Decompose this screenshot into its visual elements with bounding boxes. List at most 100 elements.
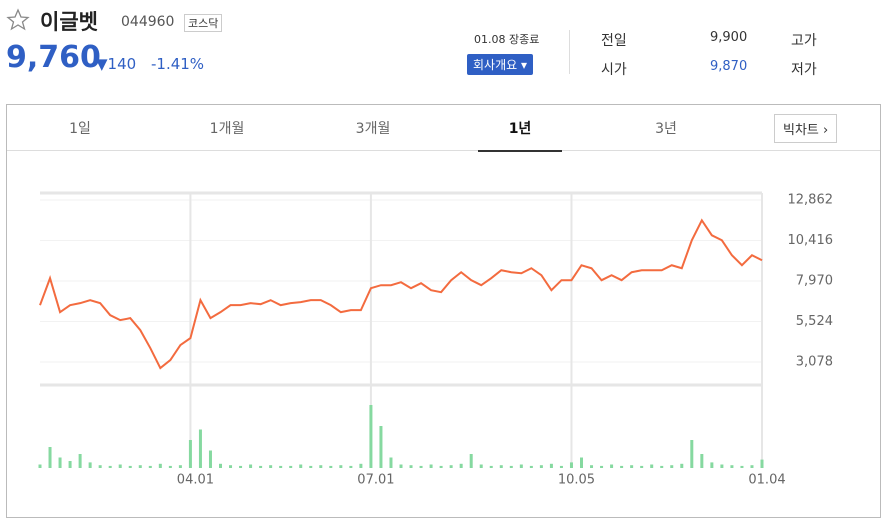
big-chart-button[interactable]: 빅차트 › (774, 114, 838, 143)
volume-bar (259, 465, 263, 468)
volume-bar (148, 465, 152, 468)
volume-bar (379, 426, 383, 468)
volume-bar (98, 465, 102, 468)
tab[interactable]: 1일 (69, 121, 91, 137)
big-chart-label: 빅차트 (783, 123, 819, 138)
volume-bar (720, 464, 724, 468)
tab[interactable]: 1개월 (209, 121, 245, 137)
volume-bar (168, 465, 172, 468)
price-line (39, 218, 763, 370)
volume-bar (549, 463, 553, 468)
tab-divider (7, 150, 880, 151)
stock-code: 044960 (121, 14, 175, 30)
volume-bar (178, 465, 182, 468)
volume-bar (118, 464, 122, 468)
info-label: 저가 (791, 62, 817, 78)
info-value: 9,870 (710, 59, 748, 74)
volume-bar (640, 465, 644, 468)
change: ▼140 (96, 55, 137, 73)
volume-bar (600, 465, 604, 468)
price: 9,760 (6, 40, 101, 75)
x-tick-label: 07.01 (357, 473, 394, 488)
volume-bar (208, 450, 212, 468)
stock-name: 이글벳 (40, 10, 98, 34)
volume-bar (459, 463, 463, 468)
change-rate: -1.41% (151, 55, 205, 73)
volume-bar (670, 465, 674, 468)
volume-bar (700, 454, 704, 468)
volume-bar (730, 465, 734, 468)
volume-bar (128, 465, 132, 468)
volume-bar (499, 465, 503, 468)
volume-bar (38, 464, 42, 468)
volume-bar (710, 462, 714, 468)
volume-bar (108, 465, 112, 468)
tab[interactable]: 3개월 (355, 121, 391, 137)
volume-bar (219, 463, 222, 468)
volume-bar (88, 462, 92, 468)
divider (569, 30, 570, 74)
volume-bar (269, 465, 273, 468)
company-button[interactable]: 회사개요 ▾ (467, 54, 534, 75)
volume-bar (509, 465, 513, 468)
market-badge: 코스닥 (184, 14, 223, 32)
volume-bar (309, 465, 313, 468)
volume-bar (539, 465, 543, 468)
change-value: 140 (107, 55, 137, 73)
tab[interactable]: 1년 (478, 118, 562, 152)
volume-bar (580, 457, 583, 468)
volume-bar (489, 465, 493, 468)
info-label: 시가 (601, 62, 627, 78)
volume-bar (58, 457, 62, 468)
y-tick-label: 7,970 (796, 274, 833, 289)
info-value: 9,900 (710, 30, 748, 45)
volume-bar (329, 465, 333, 468)
x-tick-label: 01.04 (748, 473, 785, 488)
volume-bar (479, 464, 483, 468)
volume-bar (409, 465, 413, 468)
y-tick-label: 12,862 (788, 192, 834, 207)
volume-bar (569, 462, 573, 468)
volume-bar (529, 465, 533, 468)
volume-bar (590, 465, 594, 468)
volume-bar (279, 465, 283, 468)
y-tick-label: 5,524 (796, 314, 833, 329)
volume-bar (449, 465, 453, 468)
volume-bar (48, 447, 52, 468)
volume-bar (78, 454, 82, 468)
volume-bar (419, 465, 423, 468)
volume-bar (289, 465, 293, 468)
volume-bar (439, 465, 443, 468)
volume-bar (660, 465, 664, 468)
volume-bar (750, 465, 754, 468)
y-tick-label: 10,416 (788, 233, 834, 248)
y-tick-label: 3,078 (796, 355, 833, 370)
company-button-label: 회사개요 (473, 58, 518, 72)
volume-bar (610, 464, 614, 468)
volume-bar (158, 463, 162, 468)
volume-bar (469, 454, 473, 468)
tab[interactable]: 3년 (655, 121, 677, 137)
x-tick-label: 10.05 (558, 473, 595, 488)
volume-bar (630, 465, 634, 468)
volume-bar (650, 464, 654, 468)
volume-bar (249, 464, 253, 468)
favorite-star[interactable] (6, 8, 30, 32)
volume-bar (359, 463, 363, 468)
volume-bar (740, 465, 744, 468)
volume-bar (620, 465, 624, 468)
volume-bar (429, 464, 433, 468)
market-status: 01.08 장종료 (474, 33, 540, 46)
info-label: 고가 (791, 33, 817, 49)
volume-bar (369, 405, 373, 468)
info-label: 전일 (601, 33, 627, 49)
volume-bar (138, 465, 142, 468)
volume-bar (319, 465, 323, 468)
volume-bar (680, 463, 684, 468)
volume-bar (68, 461, 72, 468)
volume-bar (229, 465, 233, 468)
volume-bar (299, 464, 303, 468)
volume-bar (559, 465, 563, 468)
